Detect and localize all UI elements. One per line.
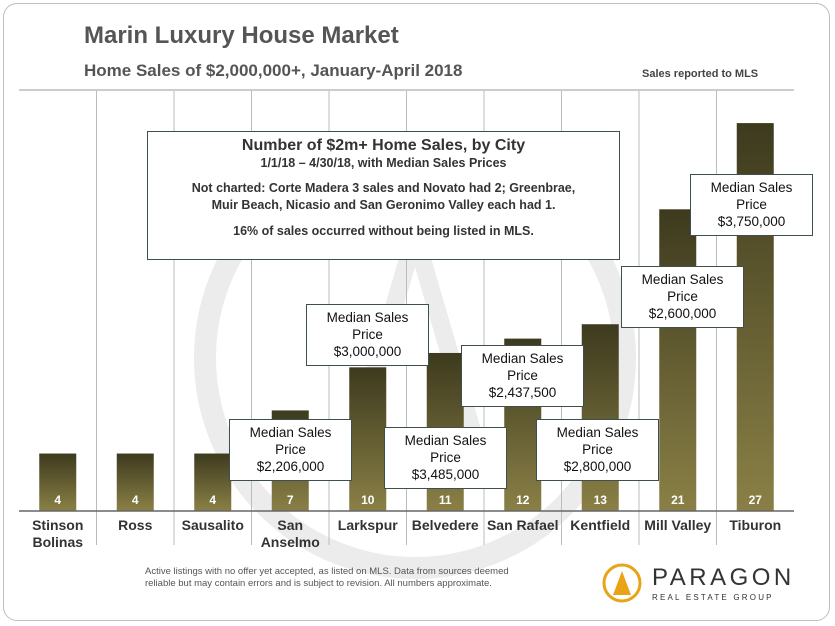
median-price-callout-line: Median Sales <box>556 425 639 440</box>
median-price-callout-line: $3,000,000 <box>333 344 402 359</box>
bar <box>581 324 619 511</box>
median-price-callout-line: $2,437,500 <box>488 385 557 400</box>
footer-line: reliable but may contain errors and is s… <box>145 578 492 589</box>
bar <box>39 453 77 511</box>
median-price-callout-line: Median Sales <box>249 425 332 440</box>
logo-wordmark: PARAGON <box>652 564 795 591</box>
median-price-callout: Median Sales Price $3,485,000 <box>384 427 507 489</box>
median-price-callout: Median Sales Price $2,800,000 <box>536 419 659 481</box>
median-price-callout-line: Price <box>352 327 383 342</box>
bar-value-label: 4 <box>54 493 61 507</box>
category-label: Stinson <box>32 517 83 533</box>
median-price-callout-line: $2,206,000 <box>256 459 325 474</box>
category-label: Tiburon <box>729 517 781 533</box>
bar-value-label: 21 <box>671 493 685 507</box>
median-price-callout-line: Price <box>275 442 306 457</box>
median-price-callout-line: Price <box>582 442 613 457</box>
info-not-charted: Not charted: Corte Madera 3 sales and No… <box>148 180 619 214</box>
bar <box>116 453 154 511</box>
chart-title: Marin Luxury House Market <box>84 22 399 49</box>
category-label: San <box>277 517 303 533</box>
median-price-callout: Median Sales Price $2,206,000 <box>229 419 352 481</box>
median-price-callout-line: $3,750,000 <box>717 214 786 229</box>
footer-disclaimer: Active listings with no offer yet accept… <box>145 566 509 590</box>
info-box: Number of $2m+ Home Sales, by City 1/1/1… <box>147 131 620 260</box>
bar-value-label: 7 <box>287 493 294 507</box>
median-price-callout-line: Median Sales <box>710 180 793 195</box>
bar <box>659 209 697 512</box>
bar-value-label: 4 <box>209 493 216 507</box>
median-price-callout-line: Median Sales <box>481 351 564 366</box>
category-label: Bolinas <box>32 534 83 550</box>
bar-value-label: 11 <box>439 493 452 507</box>
median-price-callout-line: Price <box>507 368 538 383</box>
info-heading: Number of $2m+ Home Sales, by City <box>241 137 526 154</box>
category-label: Belvedere <box>412 517 479 533</box>
source-note: Sales reported to MLS <box>642 68 759 80</box>
bar-value-label: 4 <box>132 493 139 507</box>
category-label: Anselmo <box>261 534 320 550</box>
median-price-callout: Median Sales Price $2,437,500 <box>461 345 584 407</box>
logo-tagline: REAL ESTATE GROUP <box>652 593 774 602</box>
bar <box>349 367 387 511</box>
median-price-callout: Median Sales Price $3,000,000 <box>306 304 429 366</box>
median-price-callout-line: Median Sales <box>404 433 487 448</box>
median-price-callout-line: Median Sales <box>326 310 409 325</box>
category-label: Kentfield <box>570 517 630 533</box>
paragon-logo-icon <box>602 563 642 603</box>
median-price-callout: Median Sales Price $3,750,000 <box>690 174 813 236</box>
bar-value-label: 13 <box>594 493 608 507</box>
category-label: Sausalito <box>182 517 244 533</box>
median-price-callout-line: Price <box>736 197 767 212</box>
median-price-callout-line: $2,800,000 <box>563 459 632 474</box>
category-label: Larkspur <box>338 517 398 533</box>
bar-value-label: 27 <box>749 493 763 507</box>
category-label: San Rafael <box>487 517 559 533</box>
category-label: Ross <box>118 517 152 533</box>
bar-value-label: 10 <box>361 493 375 507</box>
median-price-callout-line: Price <box>667 289 698 304</box>
info-not-charted-line: Not charted: Corte Madera 3 sales and No… <box>191 181 576 195</box>
median-price-callout-line: $2,600,000 <box>648 306 717 321</box>
bar-value-labels: 4 4 4 7 10 11 12 13 21 27 <box>54 493 762 507</box>
median-price-callout: Median Sales Price $2,600,000 <box>621 266 744 328</box>
bar-value-label: 12 <box>516 493 530 507</box>
median-price-callout-line: $3,485,000 <box>411 467 480 482</box>
median-price-callout-line: Median Sales <box>641 272 724 287</box>
bar <box>194 453 232 511</box>
info-not-charted-line: Muir Beach, Nicasio and San Geronimo Val… <box>211 198 556 212</box>
category-label: Mill Valley <box>644 517 711 533</box>
footer-line: Active listings with no offer yet accept… <box>145 566 509 577</box>
chart-subtitle: Home Sales of $2,000,000+, January-April… <box>84 61 463 80</box>
info-unlisted: 16% of sales occurred without being list… <box>233 224 534 238</box>
median-price-callout-line: Price <box>430 450 461 465</box>
info-subheading: 1/1/18 – 4/30/18, with Median Sales Pric… <box>260 156 507 170</box>
